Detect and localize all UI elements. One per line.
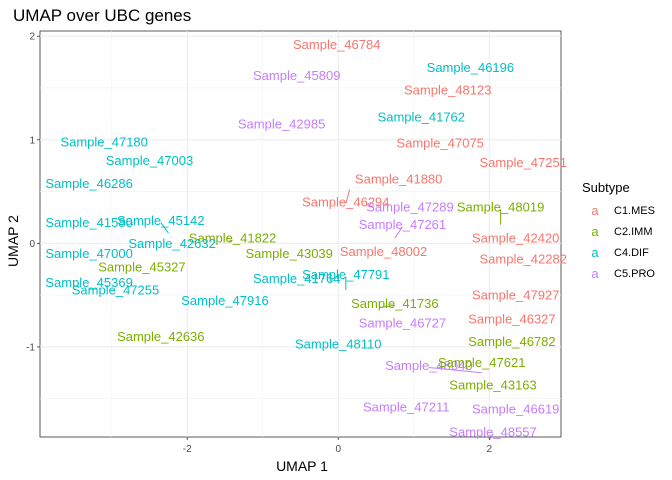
point-label: Sample_47180 [60, 134, 147, 149]
point-label: Sample_41580 [45, 215, 132, 230]
point-label: Sample_47211 [363, 399, 450, 414]
point-label: Sample_46294 [302, 194, 389, 209]
label-segment [228, 239, 233, 242]
point-label: Sample_45327 [98, 260, 185, 275]
legend-key: a [591, 245, 599, 260]
x-axis-title: UMAP 1 [276, 458, 328, 474]
label-segment [428, 367, 482, 374]
y-tick-label: 1 [29, 135, 35, 146]
point-label: Sample_42632 [128, 236, 215, 251]
point-label: Sample_47251 [480, 155, 567, 170]
point-label: Sample_47000 [45, 246, 132, 261]
legend-label: C4.DIF [614, 247, 649, 259]
label-segment [160, 222, 169, 234]
point-label: Sample_43163 [449, 378, 536, 393]
point-label: Sample_41880 [355, 172, 442, 187]
legend: Subtype a C1.MES a C2.IMM a C4.DIF a C5.PRO [582, 180, 655, 281]
point-label: Sample_47261 [359, 217, 446, 232]
point-label: Sample_48123 [404, 83, 491, 98]
point-label: Sample_45369 [45, 275, 132, 290]
point-label: Sample_48002 [340, 244, 427, 259]
point-label: Sample_48110 [295, 336, 382, 351]
label-segment [488, 433, 494, 441]
point-label: Sample_41764 [253, 271, 340, 286]
point-label: Sample_46784 [293, 37, 380, 52]
point-label: Sample_47791 [302, 267, 389, 282]
point-label: Sample_42420 [472, 231, 559, 246]
point-label: Sample_46727 [359, 316, 446, 331]
point-label: Sample_47289 [366, 200, 453, 215]
point-label: Sample_48040 [385, 358, 472, 373]
x-axis-ticks: -2 0 2 [183, 437, 492, 455]
point-label: Sample_42282 [480, 251, 567, 266]
label-segment [345, 189, 351, 205]
legend-label: C1.MES [614, 205, 655, 217]
plot-panel [39, 30, 562, 438]
point-label: Sample_45142 [117, 213, 204, 228]
point-label: Sample_41736 [351, 296, 438, 311]
point-label: Sample_45809 [253, 68, 340, 83]
x-tick-label: -2 [183, 444, 192, 455]
point-label: Sample_47916 [181, 293, 268, 308]
legend-label: C5.PRO [614, 268, 655, 280]
point-label: Sample_43039 [245, 246, 332, 261]
point-label: Sample_46782 [468, 334, 555, 349]
point-label: Sample_47075 [396, 135, 483, 150]
x-tick-label: 0 [335, 444, 341, 455]
label-segments [160, 189, 502, 441]
grid-lines [40, 31, 561, 437]
y-tick-label: 0 [29, 239, 35, 250]
y-axis-ticks: -1 0 1 2 [26, 32, 40, 353]
y-tick-label: 2 [29, 32, 35, 43]
legend-label: C2.IMM [614, 226, 653, 238]
point-label: Sample_42985 [238, 117, 325, 132]
point-label: Sample_41762 [378, 109, 465, 124]
legend-title: Subtype [582, 180, 630, 195]
legend-key: a [591, 224, 599, 239]
legend-key: a [591, 266, 599, 281]
point-label: Sample_46196 [427, 60, 514, 75]
point-labels: Sample_46784 Sample_45809 Sample_46196 Samp… [45, 37, 567, 439]
point-label: Sample_47255 [72, 282, 159, 297]
point-label: Sample_48557 [449, 424, 536, 439]
y-axis-title: UMAP 2 [5, 215, 21, 267]
point-label: Sample_41822 [189, 231, 276, 246]
point-label: Sample_47927 [472, 288, 559, 303]
y-tick-label: -1 [26, 342, 35, 353]
point-label: Sample_46619 [472, 402, 559, 417]
point-label: Sample_46286 [45, 176, 132, 191]
legend-key: a [591, 203, 599, 218]
x-tick-label: 2 [486, 444, 492, 455]
label-segment [394, 226, 403, 239]
point-label: Sample_47003 [106, 153, 193, 168]
point-label: Sample_42636 [117, 329, 204, 344]
chart-title: UMAP over UBC genes [13, 6, 191, 25]
point-label: Sample_47621 [438, 355, 525, 370]
label-segment [379, 304, 395, 309]
point-label: Sample_48019 [457, 200, 544, 215]
point-label: Sample_46327 [468, 311, 555, 326]
